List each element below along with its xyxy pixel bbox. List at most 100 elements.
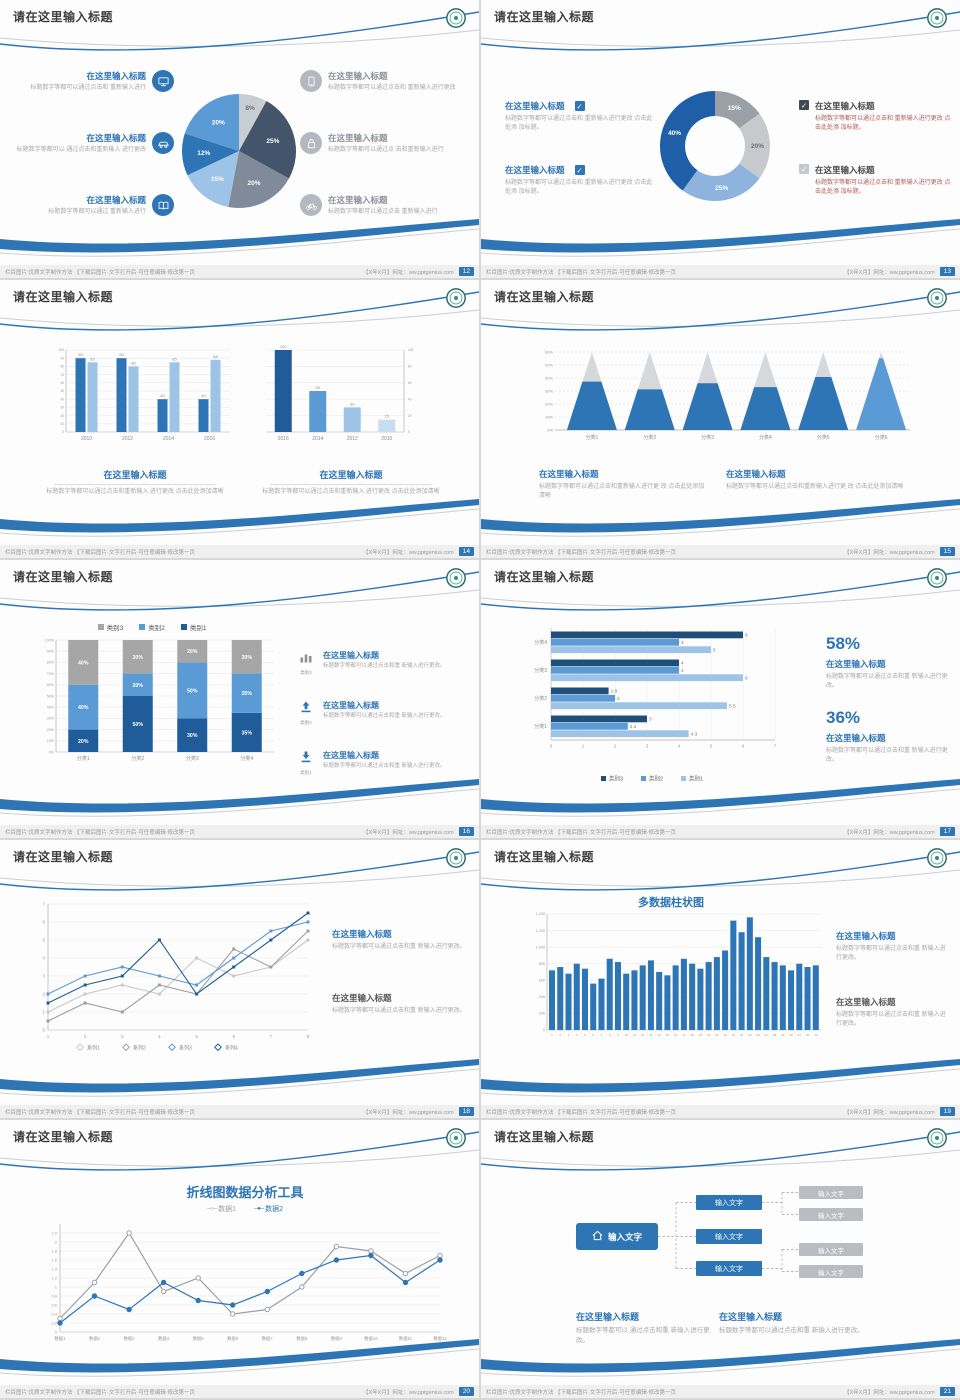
- page-number-badge: 13: [939, 267, 955, 276]
- chart-text: 30: [60, 406, 64, 410]
- bar-segment: [177, 640, 208, 663]
- item-heading: 在这里输入标题: [328, 195, 388, 205]
- marker: [120, 983, 124, 987]
- school-badge-icon: [446, 848, 466, 868]
- chart-text: 21: [715, 1033, 719, 1037]
- slide-heading: 请在这里输入标题: [494, 290, 595, 304]
- chart-text: 1,000: [535, 945, 545, 949]
- item-heading: 在这里输入标题: [86, 133, 146, 143]
- chart-text: 2012: [122, 436, 133, 442]
- chart-text: 35%: [242, 730, 253, 736]
- legend-item: ─○─ 数据1: [207, 1204, 236, 1214]
- bottom-swoosh-decoration: [481, 499, 960, 537]
- bar: [573, 963, 580, 1030]
- bottom-swoosh-decoration: [481, 219, 960, 257]
- pie-slice: [228, 151, 289, 208]
- chart-text: 系列4: [225, 1045, 238, 1052]
- chart-text: 100: [280, 344, 287, 349]
- marker: [368, 1252, 374, 1259]
- top-swoosh-decoration: [481, 851, 960, 891]
- chart-text: 30: [789, 1033, 793, 1037]
- bar: [590, 983, 597, 1030]
- chart-text: 20%: [78, 739, 89, 745]
- item-body: 标题数字等都可以通过点击和 重新输入进行更改: [328, 85, 456, 91]
- chart-text: 6: [745, 633, 748, 639]
- bar: [169, 362, 180, 432]
- chart-text: 0: [62, 430, 64, 434]
- slide-page-13: 请在这里输入标题 在这里输入标题 ✓ 标题数字等都可以通过点击和 重新输入进行更改…: [481, 0, 960, 278]
- slide-heading: 请在这里输入标题: [13, 10, 114, 24]
- chart-text: 29: [781, 1033, 785, 1037]
- chart-text: 0: [543, 1028, 545, 1032]
- bar: [198, 399, 209, 432]
- chart-text: 分类2: [643, 434, 656, 441]
- bar: [647, 960, 654, 1030]
- flow-node: 输入文字: [696, 1195, 762, 1210]
- chart-text: 2016: [278, 436, 289, 442]
- hbar-svg: 0 1 2 3 4 5 6 7分类4645分类3446分类21.825.5分类132.44.3…: [534, 628, 777, 783]
- list-item: 在这里输入标题 标题数字等都可以通过 重新输入进行: [16, 194, 174, 217]
- bar: [551, 694, 615, 702]
- bar: [689, 963, 696, 1030]
- text-block: 在这里输入标题 标题数字等都可以通过点击和重 新输入进行更改。: [836, 996, 948, 1030]
- bar: [631, 970, 638, 1030]
- chart-text: 1.8: [51, 1248, 57, 1253]
- bar: [730, 920, 737, 1030]
- chart-text: 15: [666, 1033, 670, 1037]
- chart-text: 2: [614, 744, 617, 749]
- marker: [269, 965, 273, 969]
- school-badge-icon: [446, 1128, 466, 1148]
- bar: [551, 730, 689, 738]
- chart-text: 8: [307, 1034, 310, 1039]
- chart-text: 10: [60, 422, 64, 426]
- chart-text: 1: [551, 1033, 553, 1037]
- item-body: 标题数字等都可以通过点击和重 新输入进行更改。: [323, 763, 446, 769]
- chart-text: 70%: [47, 672, 55, 676]
- legend-item: 类别3: [97, 622, 123, 632]
- stat-value: 58%: [826, 634, 861, 653]
- arrow-up-icon: [299, 701, 313, 718]
- footer-right-text: 【X年X月】网址：ww.pptgenius.com: [843, 1389, 935, 1396]
- chart-text: 数据11: [399, 1335, 413, 1342]
- chart-text: 数据8: [296, 1335, 308, 1342]
- chart-text: 30%: [242, 655, 253, 661]
- chart-text: 40%: [545, 375, 553, 380]
- marker: [269, 929, 273, 933]
- marker: [437, 1257, 443, 1263]
- legend-swatch: [641, 776, 646, 781]
- chart-legend: 类别3 类别2 类别1: [24, 622, 280, 632]
- legend-swatch: [180, 624, 187, 630]
- line-chart-svg: 0 0.2 0.4 0.6 0.8 1 1.2 1.4 1.6 1.8 2 2.2 数据1 数据2 数据3 数…: [51, 1224, 447, 1342]
- chart-text: 60%: [545, 349, 553, 354]
- stat-heading: 在这里输入标题: [826, 659, 886, 669]
- bar: [779, 965, 786, 1030]
- chart-text: 1: [42, 1009, 45, 1014]
- footer-left-text: 栏目图片:优质文字制作方法 【下载后图片·文字打开后·可任意编辑·修改第一页: [486, 549, 677, 556]
- check-icon: ✓: [799, 100, 809, 110]
- marker: [83, 983, 87, 987]
- item-heading: 在这里输入标题: [328, 133, 388, 143]
- slide-heading: 请在这里输入标题: [13, 570, 114, 584]
- marker: [232, 974, 236, 978]
- chart-text: 50: [316, 385, 321, 390]
- bar: [746, 917, 753, 1030]
- chart-text: 50%: [545, 362, 553, 367]
- bar: [796, 963, 803, 1030]
- bar: [551, 674, 743, 682]
- block-body: 标题数字等都可以通过点击和重新输入进行更 改 点击此处添加清晰: [539, 484, 705, 500]
- chart-legend: ─○─ 数据1 ─●─ 数据2: [60, 1204, 430, 1214]
- top-swoosh-decoration: [481, 11, 960, 51]
- donut-slice: [715, 91, 760, 129]
- item-body: 标题数字等都可以通过点击和 重新输入进行更改 点击此处添 加标题。: [505, 180, 653, 195]
- bar-segment: [122, 673, 153, 696]
- marker: [157, 974, 161, 978]
- chart-text: 5: [584, 1033, 586, 1037]
- chart-text: 24: [740, 1033, 744, 1037]
- chart-text: 100%: [45, 638, 55, 642]
- chart-text: 2014: [163, 436, 174, 442]
- bar: [713, 957, 720, 1030]
- slide-footer: 栏目图片:优质文字制作方法 【下载后图片·文字打开后·可任意编辑·修改第一页 【…: [481, 1385, 960, 1398]
- block-body: 标题数字等都可以通过点击和重 新输入进行更改。: [836, 946, 946, 962]
- block-body: 标题数字等都可以通过点击和重 新输入进行更改。: [836, 1012, 946, 1028]
